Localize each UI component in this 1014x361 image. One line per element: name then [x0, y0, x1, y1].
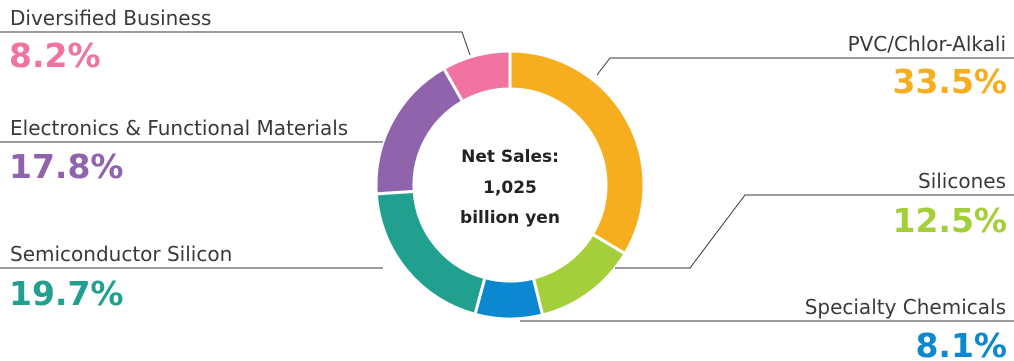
slice-specialty-chemicals: [473, 275, 545, 321]
value-specialty-chemicals: 8.1%: [915, 326, 1007, 361]
label-semiconductor-silicon: Semiconductor Silicon: [10, 242, 232, 266]
donut-slices: [374, 49, 646, 321]
center-label-line-2: 1,025: [483, 178, 537, 198]
slice-silicones: [531, 232, 628, 317]
slice-pvc-chlor-alkali: [508, 49, 646, 256]
label-diversified-business: Diversified Business: [10, 6, 211, 30]
value-semiconductor-silicon: 19.7%: [9, 274, 124, 313]
label-specialty-chemicals: Specialty Chemicals: [805, 295, 1006, 319]
value-pvc-chlor-alkali: 33.5%: [893, 62, 1008, 101]
label-electronics-functional-materials: Electronics & Functional Materials: [10, 116, 348, 140]
value-electronics-functional-materials: 17.8%: [9, 147, 124, 186]
leader-line-pvc: [596, 57, 1014, 76]
value-silicones: 12.5%: [893, 201, 1008, 240]
leader-line-diversified: [0, 31, 471, 56]
center-label-line-3: billion yen: [460, 208, 560, 228]
slice-electronics-functional-materials: [374, 66, 465, 196]
slice-diversified-business: [441, 49, 512, 104]
center-label-line-1: Net Sales:: [461, 147, 559, 167]
value-diversified-business: 8.2%: [9, 36, 101, 75]
label-pvc-chlor-alkali: PVC/Chlor-Alkali: [848, 32, 1006, 56]
label-silicones: Silicones: [918, 169, 1006, 193]
leader-line-silicones: [615, 194, 1014, 269]
